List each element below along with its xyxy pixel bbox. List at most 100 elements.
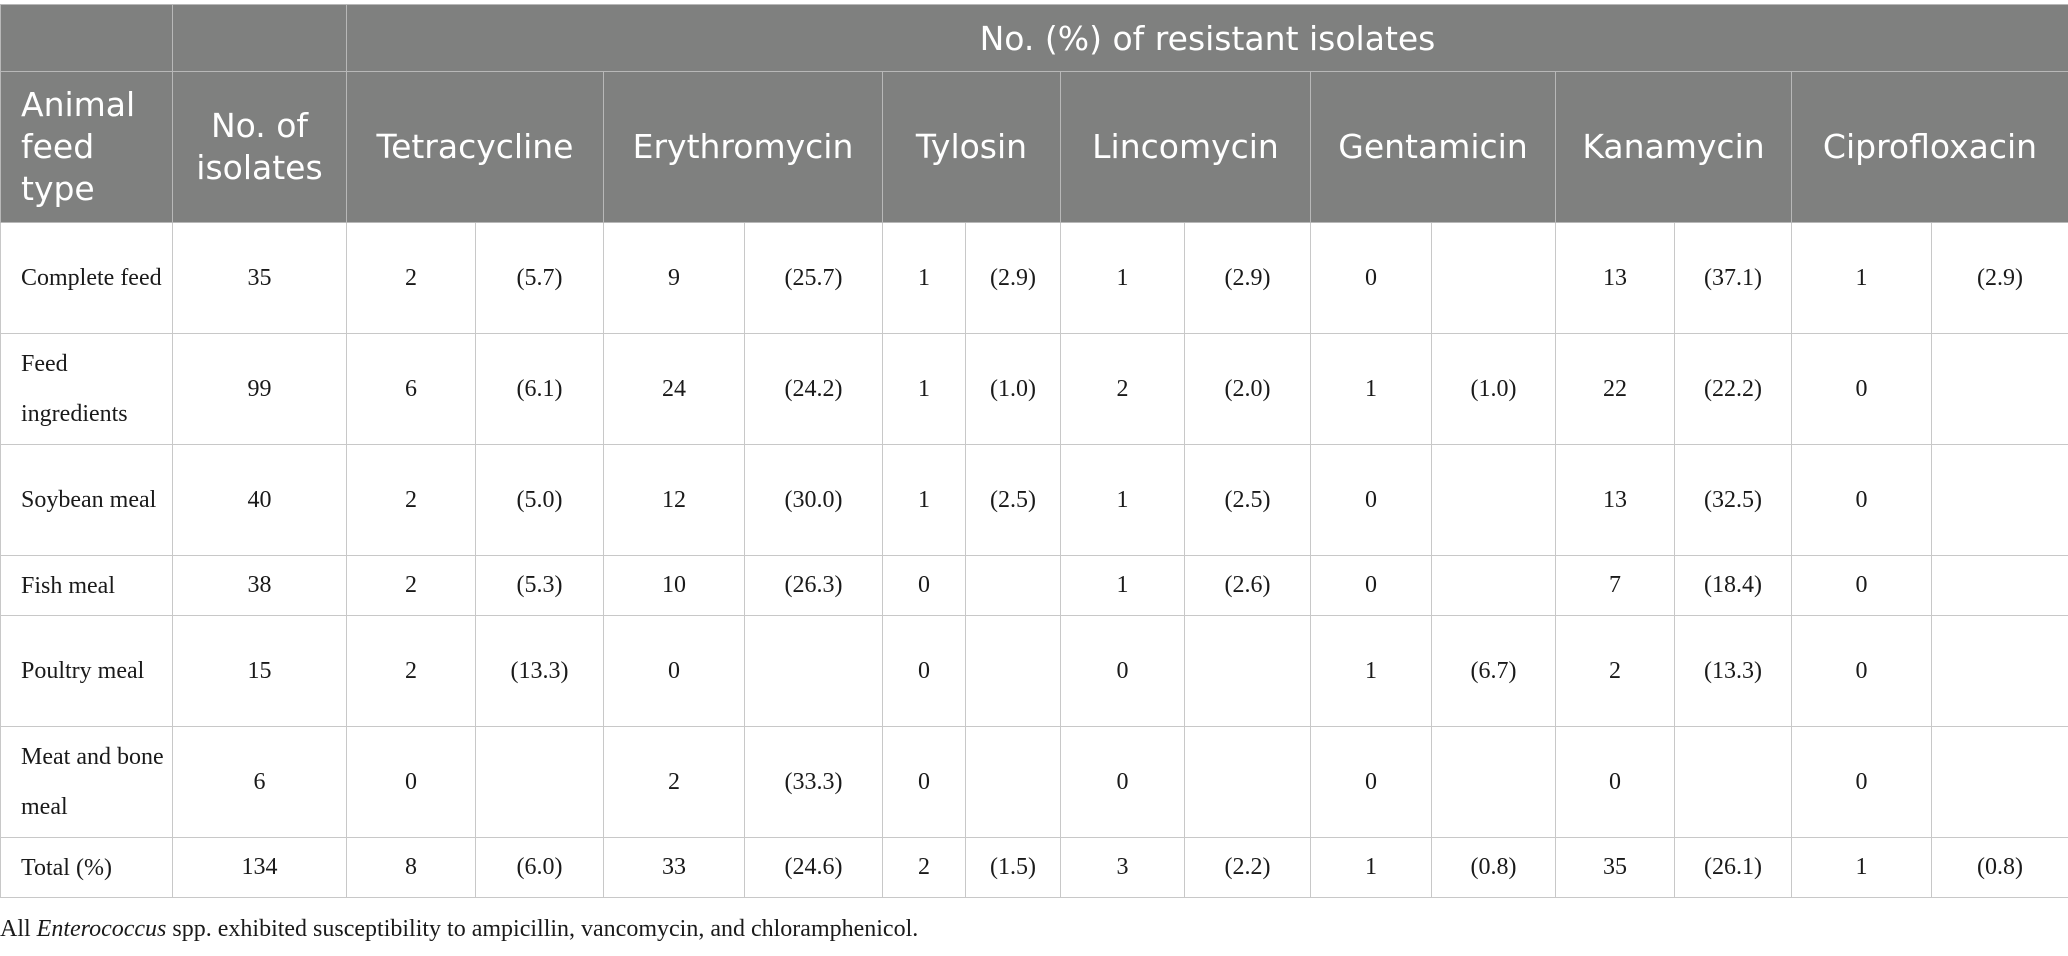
resistant-percent: (6.0) [475, 837, 604, 898]
footnote-suffix: spp. exhibited susceptibility to ampicil… [166, 916, 919, 942]
table-row: Feed ingredients 99 6 (6.1) 24 (24.2) 1 (1.0) 2(… [0, 333, 2068, 445]
resistant-count: 13 [1555, 222, 1675, 334]
footnote-organism: Enterococcus [36, 916, 167, 942]
resistant-percent: (13.3) [1674, 615, 1792, 727]
resistant-count: 1 [882, 333, 966, 445]
resistant-percent [1931, 444, 2068, 556]
resistant-count: 0 [1310, 726, 1432, 838]
resistant-percent: (5.3) [475, 555, 604, 616]
resistant-percent: (2.2) [1184, 837, 1311, 898]
header-antibiotic: Tetracycline [346, 71, 604, 223]
resistant-count: 0 [882, 555, 966, 616]
resistant-percent: (6.7) [1431, 615, 1556, 727]
resistant-count: 0 [346, 726, 476, 838]
resistant-count: 2 [603, 726, 745, 838]
resistant-percent: (26.1) [1674, 837, 1792, 898]
resistant-count: 12 [603, 444, 745, 556]
table-row: Meat and bone meal 6 0 2 (33.3) 0 0 0 0 0 [0, 726, 2068, 838]
row-label: Meat and bone meal [0, 726, 173, 838]
resistant-percent: (2.5) [1184, 444, 1311, 556]
resistant-count: 1 [1060, 444, 1185, 556]
resistant-count: 0 [882, 726, 966, 838]
resistant-count: 0 [1791, 615, 1932, 727]
resistant-percent: (5.7) [475, 222, 604, 334]
resistant-count: 1 [882, 444, 966, 556]
resistant-percent [1674, 726, 1792, 838]
footnote-prefix: All [0, 916, 37, 942]
resistant-percent: (26.3) [744, 555, 883, 616]
resistant-count: 1 [1310, 333, 1432, 445]
isolate-count: 40 [172, 444, 347, 556]
resistant-percent: (2.9) [1184, 222, 1311, 334]
row-label: Total (%) [0, 837, 173, 898]
resistant-percent [1184, 615, 1311, 727]
resistant-percent [965, 726, 1061, 838]
table-row: Complete feed 35 2 (5.7) 9 (25.7) 1 (2.9) 1 (2.9)… [0, 222, 2068, 334]
header-antibiotic: Kanamycin [1555, 71, 1792, 223]
table-row: Soybean meal 40 2 (5.0) 12 (30.0) 1 (2.5) 1 (2.5)… [0, 444, 2068, 556]
resistant-percent [1931, 333, 2068, 445]
resistant-percent [1931, 615, 2068, 727]
row-label: Feed ingredients [0, 333, 173, 445]
isolate-count: 35 [172, 222, 347, 334]
isolate-count: 6 [172, 726, 347, 838]
resistant-percent: (33.3) [744, 726, 883, 838]
resistant-count: 0 [603, 615, 745, 727]
resistant-count: 1 [1791, 222, 1932, 334]
resistant-percent [1184, 726, 1311, 838]
resistant-percent: (18.4) [1674, 555, 1792, 616]
isolate-count: 15 [172, 615, 347, 727]
isolate-count: 99 [172, 333, 347, 445]
resistant-count: 0 [1310, 555, 1432, 616]
header-antibiotic: Tylosin [882, 71, 1061, 223]
resistant-count: 0 [1791, 555, 1932, 616]
resistant-percent [1931, 726, 2068, 838]
resistant-percent: (2.6) [1184, 555, 1311, 616]
row-label: Poultry meal [0, 615, 173, 727]
resistant-count: 0 [1791, 726, 1932, 838]
table-row: Fish meal 38 2 (5.3) 10 (26.3) 0 1 (2.6) 0 7 (18.4)… [0, 555, 2068, 616]
resistant-percent: (25.7) [744, 222, 883, 334]
resistant-percent: (24.6) [744, 837, 883, 898]
resistant-percent [1931, 555, 2068, 616]
resistant-count: 2 [882, 837, 966, 898]
resistant-count: 6 [346, 333, 476, 445]
resistant-percent [1431, 726, 1556, 838]
resistant-count: 0 [1310, 444, 1432, 556]
row-label: Soybean meal [0, 444, 173, 556]
resistant-percent [1431, 222, 1556, 334]
resistant-count: 1 [1310, 837, 1432, 898]
header-antibiotic: Ciprofloxacin [1791, 71, 2068, 223]
resistant-count: 1 [1060, 222, 1185, 334]
resistant-count: 1 [882, 222, 966, 334]
resistant-count: 0 [1060, 615, 1185, 727]
resistant-count: 0 [1060, 726, 1185, 838]
resistant-count: 0 [1791, 333, 1932, 445]
header-antibiotic: Lincomycin [1060, 71, 1311, 223]
resistant-count: 2 [1555, 615, 1675, 727]
row-label: Fish meal [0, 555, 173, 616]
resistant-count: 0 [1310, 222, 1432, 334]
resistant-percent: (0.8) [1931, 837, 2068, 898]
resistant-count: 1 [1791, 837, 1932, 898]
resistant-count: 2 [346, 555, 476, 616]
resistant-count: 3 [1060, 837, 1185, 898]
resistant-percent: (2.9) [1931, 222, 2068, 334]
resistant-percent: (22.2) [1674, 333, 1792, 445]
header-blank-cell [172, 4, 347, 72]
table-footnote: All Enterococcus spp. exhibited suscepti… [0, 916, 918, 943]
resistant-count: 7 [1555, 555, 1675, 616]
table-row: Poultry meal 15 2 (13.3) 0 0 0 1 (6.7) 2 (13.3) 0 [0, 615, 2068, 727]
resistant-count: 0 [882, 615, 966, 727]
resistant-percent: (2.9) [965, 222, 1061, 334]
resistant-percent [475, 726, 604, 838]
resistant-percent [1431, 555, 1556, 616]
resistant-percent [965, 615, 1061, 727]
resistant-count: 22 [1555, 333, 1675, 445]
resistant-count: 35 [1555, 837, 1675, 898]
resistance-table: No. (%) of resistant isolates Animal fee… [0, 4, 2068, 898]
resistant-percent: (32.5) [1674, 444, 1792, 556]
resistant-count: 33 [603, 837, 745, 898]
resistant-percent [1431, 444, 1556, 556]
resistant-percent: (1.0) [965, 333, 1061, 445]
